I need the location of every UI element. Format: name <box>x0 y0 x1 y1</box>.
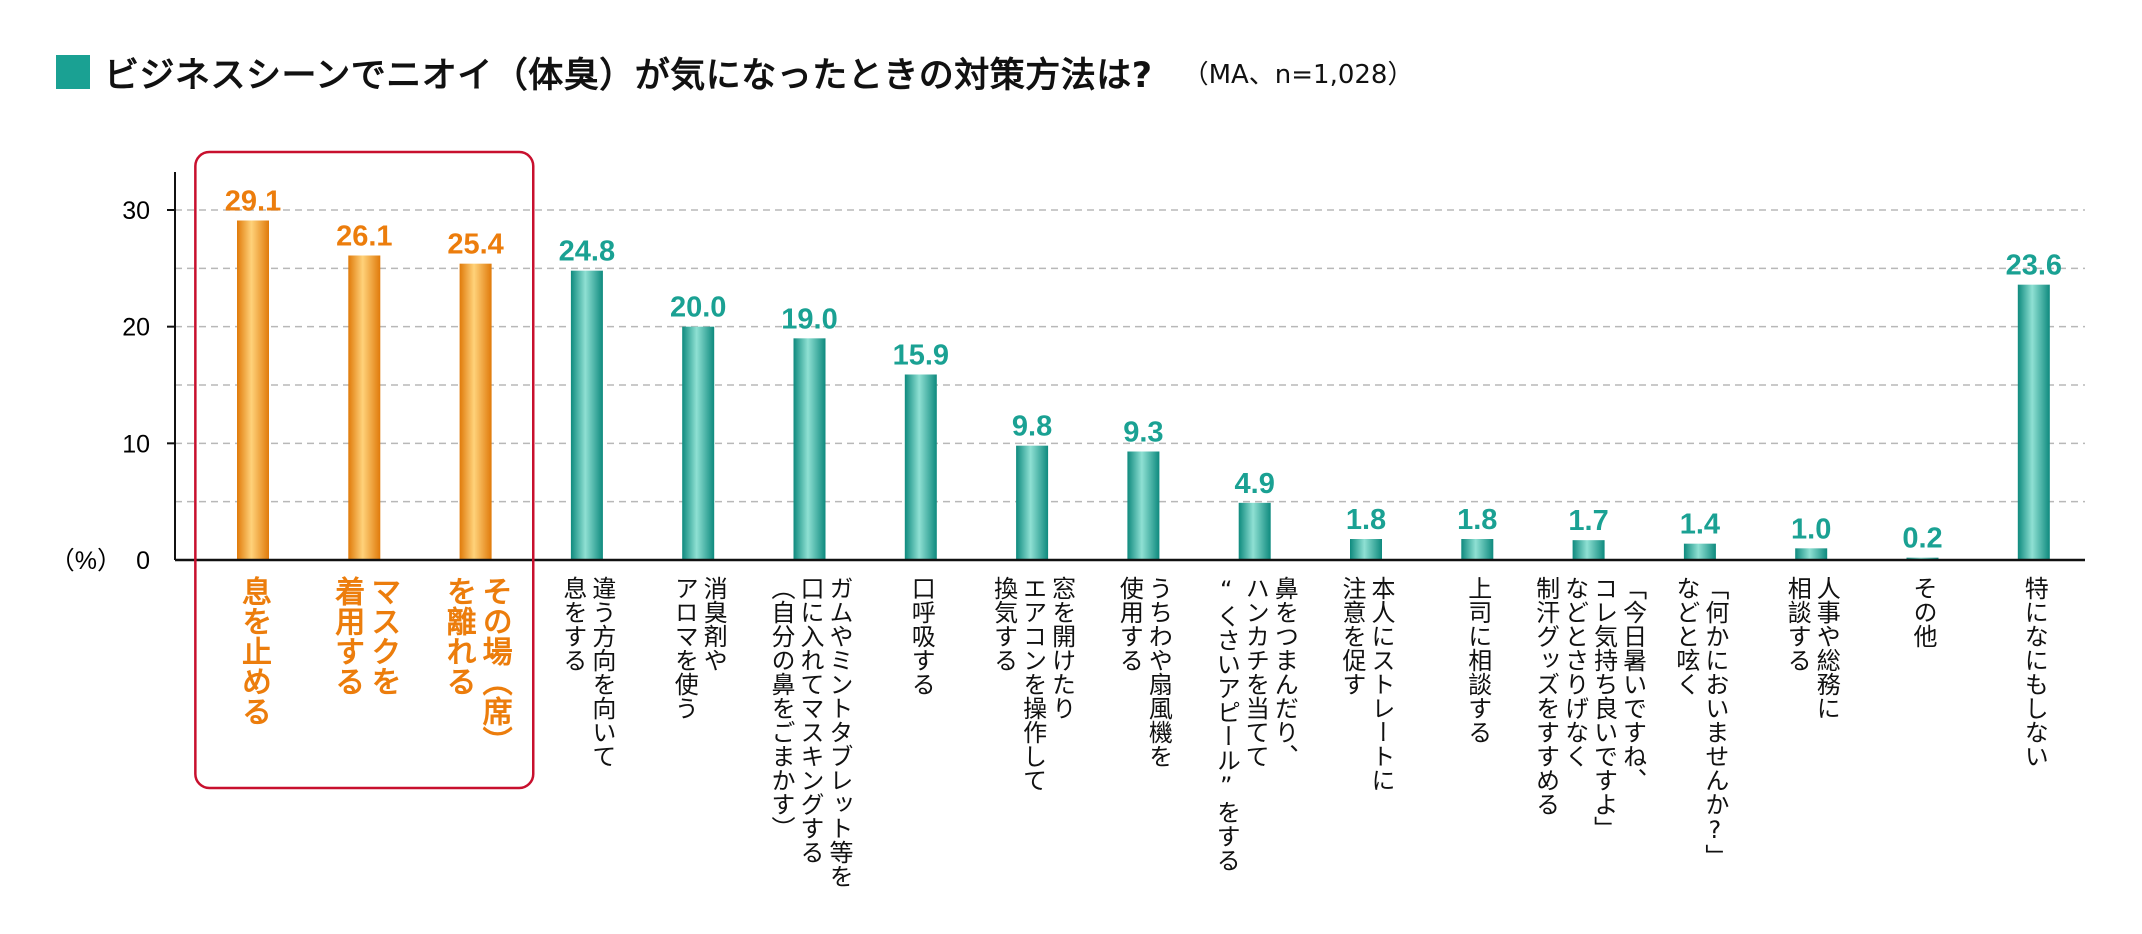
bar-value-label: 1.8 <box>1457 504 1497 536</box>
bar-value-label: 26.1 <box>336 221 392 253</box>
category-label: 窓を開けたり エアコンを操作して 換気する <box>989 576 1076 792</box>
category-label: 「何かにおいませんか?」 などと呟く <box>1671 576 1729 868</box>
highlight-frame <box>194 150 535 790</box>
category-label: その場（席） を離れる <box>440 576 512 756</box>
bar <box>793 338 826 560</box>
bar-value-label: 23.6 <box>2006 250 2062 282</box>
y-tick-label: 20 <box>122 314 150 342</box>
bar-value-label: 1.7 <box>1568 505 1608 537</box>
bar <box>1127 451 1160 560</box>
bar <box>682 326 715 560</box>
y-tick-label: 30 <box>122 197 150 225</box>
bar-value-label: 9.3 <box>1123 417 1163 449</box>
bar <box>2017 284 2050 560</box>
y-tick-label: 0 <box>136 547 150 575</box>
category-label: 「今日暑いですね、 コレ気持ち良いですよ」 などとさりげなく 制汗グッズをすすめ… <box>1531 576 1647 840</box>
bar <box>1683 543 1716 560</box>
bar-value-label: 4.9 <box>1235 468 1275 500</box>
category-label: ガムやミントタブレット等を 口に入れてマスキングする （自分の鼻をごまかす） <box>767 576 853 888</box>
category-label: マスクを 着用する <box>329 576 401 696</box>
bar-value-label: 9.8 <box>1012 411 1052 443</box>
category-label: 上司に相談する <box>1463 576 1492 744</box>
bar-value-label: 19.0 <box>781 303 837 335</box>
category-label: 口呼吸する <box>907 576 936 696</box>
title-square-icon <box>56 55 90 89</box>
chart-subtitle: （MA、n=1,028） <box>1182 59 1414 90</box>
bar <box>1461 539 1494 560</box>
y-axis-label: （%） <box>50 547 122 575</box>
bar-value-label: 25.4 <box>447 229 503 261</box>
bar <box>348 255 381 560</box>
bar-value-label: 20.0 <box>670 292 726 324</box>
category-label: 息を止める <box>236 576 271 726</box>
title-row: ビジネスシーンでニオイ（体臭）が気になったときの対策方法は? （MA、n=1,0… <box>56 50 1414 96</box>
category-label: 人事や総務に 相談する <box>1783 576 1841 720</box>
bar-value-label: 15.9 <box>893 340 949 372</box>
bar <box>904 374 937 560</box>
category-label: その他 <box>1909 576 1937 648</box>
bar <box>459 263 492 560</box>
bar <box>570 270 603 560</box>
category-label: 本人にストレートに 注意を促す <box>1338 576 1395 792</box>
bar <box>1016 445 1049 560</box>
category-label: 鼻をつまんだり、 ハンカチを当てて “くさいアピール”をする <box>1212 576 1299 872</box>
bar <box>237 220 269 560</box>
bar-value-label: 24.8 <box>559 236 615 268</box>
y-tick-label: 10 <box>122 430 150 458</box>
bar <box>1572 540 1605 560</box>
category-label: 特になにもしない <box>2020 576 2049 768</box>
chart-title: ビジネスシーンでニオイ（体臭）が気になったときの対策方法は? <box>104 55 1153 96</box>
category-label: うちわや扇風機を 使用する <box>1115 576 1173 768</box>
category-label: 違う方向を向いて 息をする <box>558 576 616 768</box>
bar <box>1350 539 1382 560</box>
bar <box>1238 502 1271 560</box>
bar-value-label: 1.8 <box>1346 504 1386 536</box>
bar <box>1795 548 1828 560</box>
category-label: 消臭剤や アロマを使う <box>670 576 728 720</box>
bar-value-label: 1.0 <box>1791 513 1831 545</box>
bar-value-label: 1.4 <box>1680 509 1720 541</box>
bar-value-label: 29.1 <box>225 186 281 218</box>
bar-value-label: 0.2 <box>1902 523 1942 555</box>
